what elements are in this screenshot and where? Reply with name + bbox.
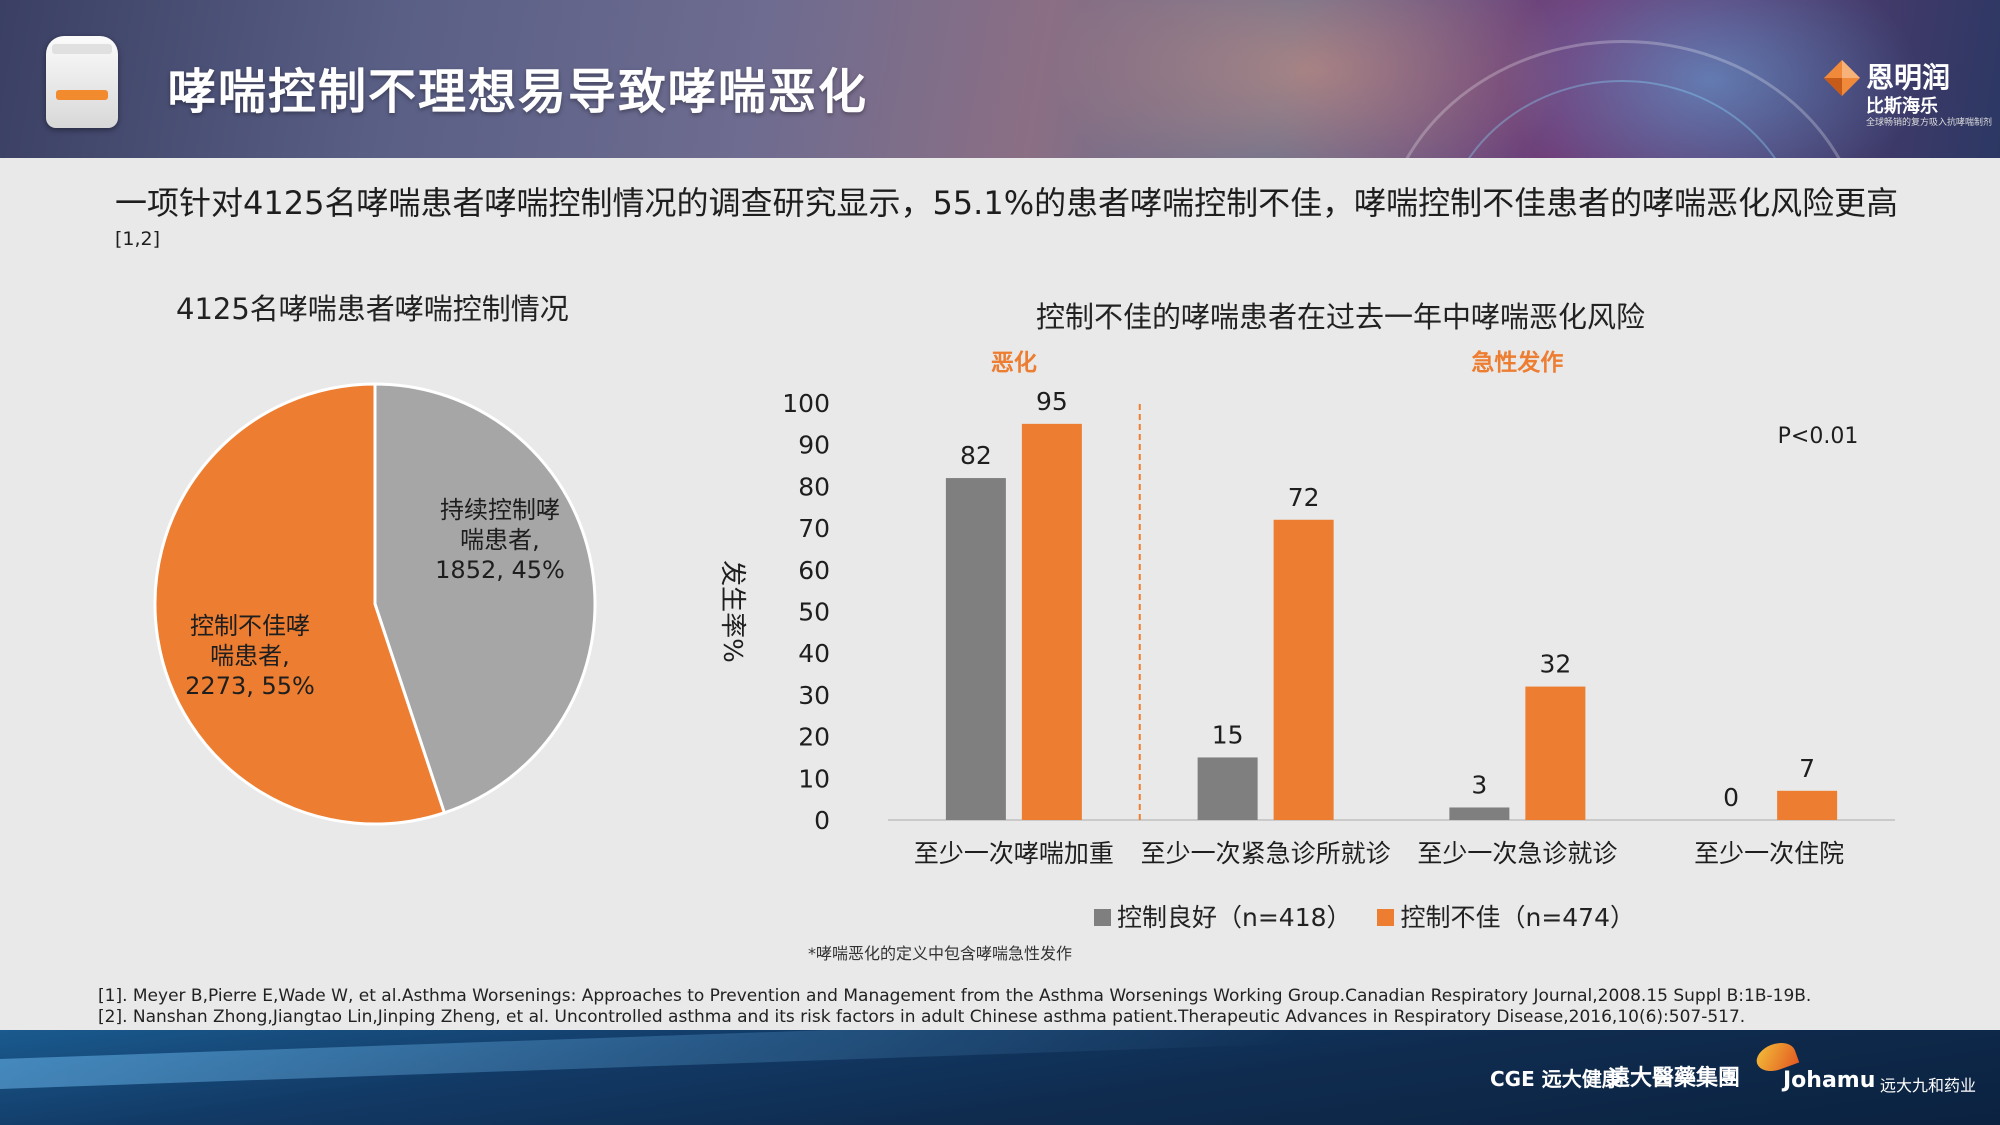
reference-item: [2]. Nanshan Zhong,Jiangtao Lin,Jinping … [98, 1007, 1746, 1027]
y-tick-label: 100 [782, 389, 830, 418]
legend-label-controlled: 控制良好（n=418） [1117, 903, 1352, 932]
header-banner [0, 0, 2000, 158]
pie-label-0: 1852, 45% [435, 556, 565, 584]
pie-label-1: 控制不佳哮 [190, 612, 310, 640]
x-category-label: 至少一次紧急诊所就诊 [1141, 839, 1391, 868]
bar-uncontrolled [1777, 790, 1838, 820]
johamu-logo-cn: 远大九和药业 [1880, 1076, 1977, 1095]
y-tick-label: 20 [798, 723, 830, 752]
brand-tagline: 全球畅销的复方吸入抗哮喘制剂 [1866, 118, 1993, 128]
reference-item: [1]. Meyer B,Pierre E,Wade W, et al.Asth… [98, 986, 1812, 1006]
bar-uncontrolled [1273, 519, 1334, 820]
legend-swatch-uncontrolled [1377, 908, 1395, 926]
y-tick-label: 40 [798, 639, 830, 668]
pie-label-0: 持续控制哮 [440, 496, 560, 524]
y-tick-label: 0 [814, 806, 830, 835]
y-axis-label: 发生率% [717, 560, 747, 663]
pie-slice-1 [153, 382, 447, 826]
bar-controlled [1449, 807, 1510, 820]
johamu-logo: Johamu [1783, 1068, 1876, 1093]
y-tick-label: 60 [798, 556, 830, 585]
inhaler-cap [52, 44, 112, 54]
bar-value-label: 0 [1723, 783, 1739, 812]
y-tick-label: 50 [798, 598, 830, 627]
page-title: 哮喘控制不理想易导致哮喘恶化 [168, 64, 869, 120]
bar-chart-title: 控制不佳的哮喘患者在过去一年中哮喘恶化风险 [1036, 300, 1646, 334]
intro-citation: [1,2] [115, 228, 161, 250]
bar-value-label: 32 [1539, 650, 1571, 679]
grand-pharma-logo: 遠大醫藥集團 [1608, 1066, 1741, 1091]
bar-controlled [945, 478, 1006, 820]
footer-streak [0, 1030, 1301, 1093]
pie-label-1: 喘患者, [210, 642, 290, 670]
bar-value-label: 3 [1471, 770, 1487, 799]
y-tick-label: 30 [798, 681, 830, 710]
brand-logo-icon [1824, 60, 1860, 96]
x-category-label: 至少一次住院 [1694, 839, 1844, 868]
bar-value-label: 72 [1288, 483, 1320, 512]
footer-banner [0, 1030, 2000, 1125]
x-category-label: 至少一次哮喘加重 [914, 839, 1114, 868]
intro-text: 一项针对4125名哮喘患者哮喘控制情况的调查研究显示，55.1%的患者哮喘控制不… [115, 184, 1899, 222]
pie-chart-title: 4125名哮喘患者哮喘控制情况 [176, 292, 569, 326]
inhaler-device-image [46, 36, 118, 128]
footnote: *哮喘恶化的定义中包含哮喘急性发作 [808, 944, 1073, 963]
inhaler-band [56, 90, 108, 100]
pie-slice-0 [373, 382, 597, 815]
y-tick-label: 80 [798, 472, 830, 501]
brand-subtitle: 比斯海乐 [1866, 96, 1938, 117]
references: [1]. Meyer B,Pierre E,Wade W, et al.Asth… [98, 986, 1811, 1028]
legend-item-controlled: 控制良好（n=418） [1094, 903, 1352, 932]
bar-value-label: 7 [1799, 754, 1815, 783]
brand-name: 恩明润 [1866, 61, 1951, 94]
pie-label-0: 喘患者, [460, 526, 540, 554]
bar-uncontrolled [1021, 423, 1082, 820]
y-tick-label: 10 [798, 764, 830, 793]
bar-value-label: 82 [960, 441, 992, 470]
x-category-label: 至少一次急诊就诊 [1417, 839, 1617, 868]
legend-label-uncontrolled: 控制不佳（n=474） [1400, 903, 1635, 932]
bar-uncontrolled [1525, 686, 1586, 820]
group-label-worsening: 恶化 [991, 349, 1037, 376]
bar-controlled [1197, 757, 1258, 820]
y-tick-label: 70 [798, 514, 830, 543]
group-label-acute: 急性发作 [1471, 349, 1563, 376]
legend-swatch-controlled [1094, 908, 1111, 926]
cge-health-logo: CGE 远大健康 [1490, 1067, 1622, 1091]
y-tick-label: 90 [798, 431, 830, 460]
bar-value-label: 15 [1212, 720, 1244, 749]
bar-chart-legend: 控制良好（n=418） 控制不佳（n=474） [1094, 898, 1653, 934]
intro-paragraph: 一项针对4125名哮喘患者哮喘控制情况的调查研究显示，55.1%的患者哮喘控制不… [115, 183, 1905, 263]
bar-value-label: 95 [1036, 387, 1068, 416]
legend-item-uncontrolled: 控制不佳（n=474） [1377, 903, 1635, 932]
p-value-annotation: P<0.01 [1778, 424, 1859, 449]
pie-label-1: 2273, 55% [185, 672, 315, 700]
